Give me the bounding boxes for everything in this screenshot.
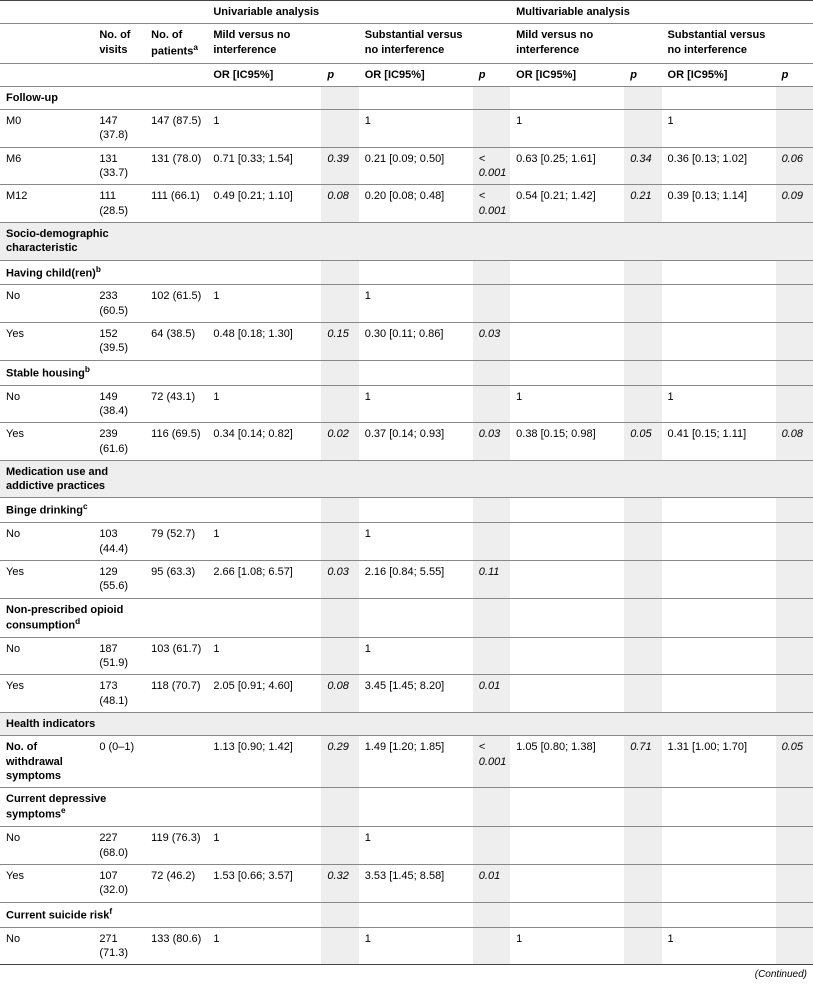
subhead-binge: Binge drinkingc [0,498,813,523]
header-row-measures: OR [IC95%] p OR [IC95%] p OR [IC95%] p O… [0,63,813,86]
hdr-m-sub: Substantial versus no interference [662,24,776,63]
row-opioid-no: No187 (51.9)103 (61.7) 1 1 [0,637,813,675]
row-child-yes: Yes152 (39.5)64 (38.5) 0.48 [0.18; 1.30]… [0,323,813,361]
row-house-yes: Yes239 (61.6)116 (69.5) 0.34 [0.14; 0.82… [0,423,813,461]
hdr-patients: No. of patientsa [145,24,207,63]
row-binge-yes: Yes129 (55.6)95 (63.3) 2.66 [1.08; 6.57]… [0,560,813,598]
row-child-no: No233 (60.5)102 (61.5) 1 1 [0,285,813,323]
hdr-p-3: p [624,63,661,86]
row-m12: M12111 (28.5)111 (66.1) 0.49 [0.21; 1.10… [0,185,813,223]
hdr-visits: No. of visits [93,24,145,63]
hdr-or-3: OR [IC95%] [510,63,624,86]
subhead-depress: Current depressive symptomse [0,788,813,827]
hdr-m-mild: Mild versus no interference [510,24,624,63]
header-row-subgroups: No. of visits No. of patientsa Mild vers… [0,24,813,63]
subhead-housing: Stable housingb [0,360,813,385]
hdr-u-mild: Mild versus no interference [207,24,321,63]
row-suicide-no: No271 (71.3)133 (80.6) 1 1 1 1 [0,927,813,964]
hdr-u-sub: Substantial versus no interference [359,24,473,63]
hdr-univariable: Univariable analysis [207,1,510,24]
hdr-multivariable: Multivariable analysis [510,1,813,24]
hdr-p-4: p [776,63,813,86]
hdr-or-2: OR [IC95%] [359,63,473,86]
subhead-suicide: Current suicide riskf [0,902,813,927]
row-house-no: No149 (38.4)72 (43.1) 1 1 1 1 [0,385,813,423]
section-meduse: Medication use and addictive practices [0,460,813,498]
hdr-or-1: OR [IC95%] [207,63,321,86]
section-followup: Follow-up [0,86,813,109]
regression-table: Univariable analysis Multivariable analy… [0,0,813,964]
hdr-p-1: p [321,63,358,86]
row-depress-yes: Yes107 (32.0)72 (46.2) 1.53 [0.66; 3.57]… [0,865,813,903]
hdr-or-4: OR [IC95%] [662,63,776,86]
hdr-p-2: p [473,63,510,86]
footer-continued: (Continued) [0,964,813,984]
row-m6: M6131 (33.7)131 (78.0) 0.71 [0.33; 1.54]… [0,147,813,185]
row-m0: M0147 (37.8)147 (87.5) 1 1 1 1 [0,110,813,148]
row-opioid-yes: Yes173 (48.1)118 (70.7) 2.05 [0.91; 4.60… [0,675,813,713]
row-depress-no: No227 (68.0)119 (76.3) 1 1 [0,827,813,865]
section-health: Health indicators [0,712,813,735]
subhead-children: Having child(ren)b [0,260,813,285]
section-socio: Socio-demographic characteristic [0,222,813,260]
header-row-groups: Univariable analysis Multivariable analy… [0,1,813,24]
row-binge-no: No103 (44.4)79 (52.7) 1 1 [0,523,813,561]
subhead-opioid: Non-prescribed opioid consumptiond [0,598,813,637]
row-withdraw: No. of withdrawal symptoms 0 (0–1) 1.13 … [0,736,813,788]
